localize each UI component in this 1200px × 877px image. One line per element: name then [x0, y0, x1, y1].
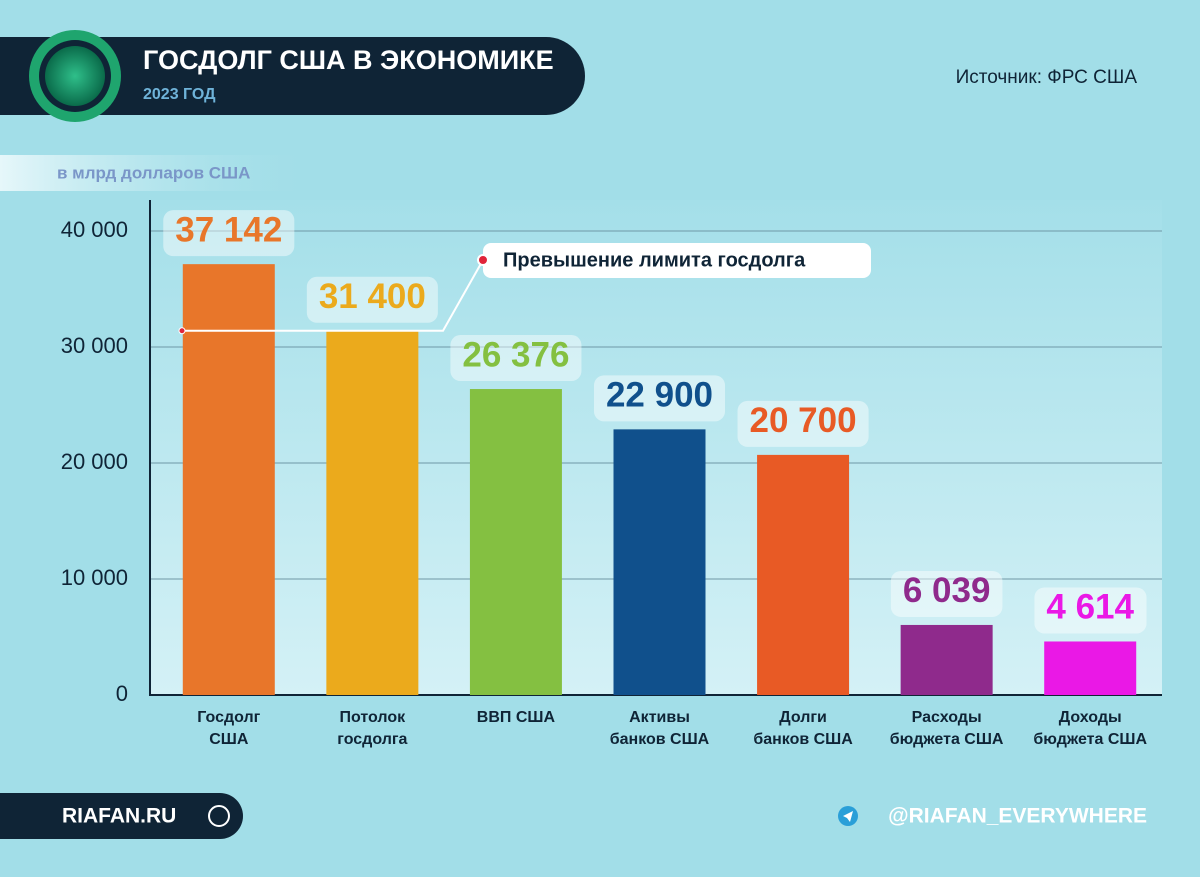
y-tick-label: 10 000	[61, 565, 128, 590]
x-tick-label: Активы	[629, 709, 690, 726]
annotation-dot	[178, 327, 186, 335]
unit-band	[0, 155, 320, 191]
bar	[1044, 641, 1137, 695]
value-label: 4 614	[1046, 588, 1134, 627]
y-tick-label: 20 000	[61, 449, 128, 474]
globe-icon	[208, 805, 230, 827]
x-tick-label: ВВП США	[477, 709, 556, 726]
footer-pill	[0, 793, 243, 839]
x-tick-label: США	[209, 731, 249, 748]
footer-site: RIAFAN.RU	[62, 805, 176, 828]
annotation-text: Превышение лимита госдолга	[503, 249, 806, 271]
value-label: 31 400	[319, 277, 426, 316]
value-label-box	[737, 400, 869, 447]
value-label-box	[306, 276, 438, 323]
y-tick-label: 40 000	[61, 217, 128, 242]
bar	[757, 454, 850, 695]
plot: 0 10 000 20 000 30 000 40 000 Госдолг США 37 14…	[61, 200, 1162, 748]
value-label: 22 900	[606, 376, 713, 415]
x-tick-label: бюджета США	[890, 731, 1004, 748]
value-label: 37 142	[175, 210, 282, 249]
y-axis-label: в млрд долларов США	[57, 163, 250, 182]
y-tick-label: 0	[116, 681, 128, 706]
y-tick-label: 30 000	[61, 333, 128, 358]
annotation-line	[182, 259, 484, 332]
x-tick-label: Госдолг	[197, 709, 260, 726]
value-label-box	[890, 570, 1003, 617]
bar	[326, 330, 419, 695]
x-tick-label: бюджета США	[1033, 731, 1147, 748]
source: Источник: ФРС США	[956, 67, 1138, 88]
annotation-dot	[477, 254, 489, 266]
title: ГОСДОЛГ США В ЭКОНОМИКЕ	[143, 45, 554, 75]
x-tick-label: банков США	[610, 731, 710, 748]
header-bar	[0, 37, 585, 115]
x-tick-label: госдолга	[337, 731, 407, 748]
bar	[469, 389, 562, 695]
x-tick-label: банков США	[753, 731, 853, 748]
logo-globe	[45, 46, 105, 106]
bar	[900, 624, 993, 695]
value-label-box	[1034, 587, 1147, 634]
annotation-box	[483, 243, 871, 278]
value-label: 6 039	[903, 571, 991, 610]
x-tick-label: Потолок	[340, 709, 407, 726]
footer-handle: @RIAFAN_EVERYWHERE	[888, 805, 1147, 828]
value-label-box	[163, 210, 295, 257]
value-label: 26 376	[462, 335, 569, 374]
value-label-box	[593, 375, 726, 422]
bar	[613, 429, 706, 695]
telegram-plane	[843, 811, 853, 822]
bar	[182, 264, 275, 695]
x-tick-label: Долги	[779, 709, 827, 726]
x-tick-label: Доходы	[1059, 709, 1122, 726]
subtitle: 2023 ГОД	[143, 86, 216, 103]
value-label-box	[450, 335, 582, 382]
x-tick-label: Расходы	[912, 709, 982, 726]
value-label: 20 700	[750, 401, 857, 440]
